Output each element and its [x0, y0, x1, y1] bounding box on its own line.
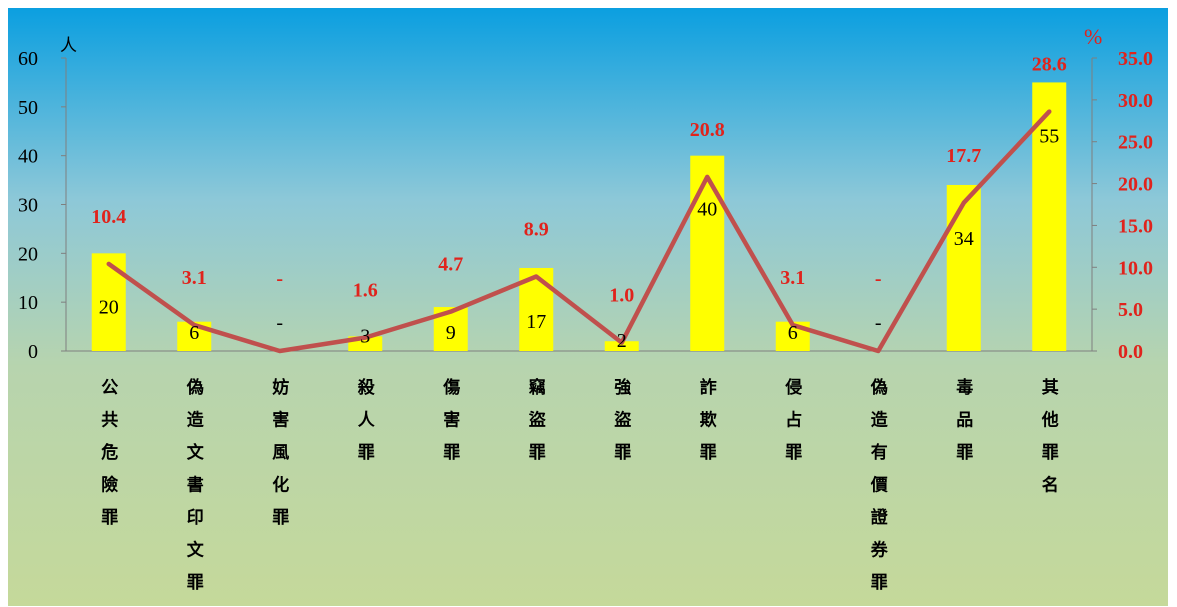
category-label: 罪 [443, 443, 460, 463]
bar-value-label: - [276, 312, 283, 334]
category-label: 險 [101, 475, 118, 496]
category-label: 偽 [186, 377, 204, 398]
bar-value-label: 34 [954, 228, 974, 250]
category-label: 詐 [700, 377, 717, 398]
category-label: 殺 [357, 377, 376, 398]
left-tick-label: 10 [18, 292, 38, 314]
percent-value-label: 8.9 [524, 218, 549, 240]
percent-value-label: 3.1 [780, 267, 805, 289]
bar-value-label: 6 [189, 322, 199, 344]
category-label: 竊 [529, 377, 546, 398]
category-label: 侵 [784, 377, 802, 398]
percent-value-label: 4.7 [438, 254, 463, 276]
percent-value-label: 28.6 [1032, 54, 1067, 76]
left-tick-label: 50 [18, 97, 38, 119]
category-label: 罪 [614, 443, 631, 463]
right-tick-label: 5.0 [1118, 299, 1143, 321]
percent-value-label: 3.1 [182, 267, 207, 289]
percent-value-label: 1.6 [353, 280, 378, 302]
percent-value-label: - [875, 268, 882, 290]
percent-value-label: 17.7 [946, 145, 981, 167]
category-label: 強 [614, 377, 631, 398]
category-label: 文 [187, 540, 205, 561]
category-label: 偽 [870, 377, 888, 398]
bar-value-label: - [875, 312, 882, 334]
category-label: 盜 [614, 410, 632, 431]
category-label: 名 [1042, 475, 1059, 496]
plot-background [8, 8, 1168, 606]
category-label: 罪 [871, 573, 888, 593]
category-label: 罪 [358, 443, 375, 463]
right-tick-label: 30.0 [1118, 90, 1153, 112]
bar-value-label: 17 [526, 311, 546, 333]
category-label: 危 [100, 442, 118, 463]
percent-value-label: - [276, 268, 283, 290]
bar [1032, 82, 1067, 352]
category-label: 印 [187, 508, 204, 528]
left-tick-label: 40 [18, 146, 38, 168]
bar-value-label: 20 [99, 296, 119, 318]
category-label: 欺 [700, 410, 717, 431]
bar [946, 184, 981, 351]
category-label: 罪 [1042, 443, 1059, 463]
right-tick-label: 15.0 [1118, 215, 1153, 237]
right-tick-label: 0.0 [1118, 341, 1143, 363]
category-label: 風 [272, 443, 289, 463]
bar-value-label: 6 [788, 322, 798, 344]
percent-value-label: 20.8 [690, 119, 725, 141]
category-label: 品 [956, 411, 973, 431]
category-label: 罪 [529, 443, 546, 463]
category-label: 公 [101, 378, 118, 398]
category-label: 害 [443, 410, 460, 431]
category-label: 人 [358, 411, 376, 431]
category-label: 價 [870, 475, 889, 496]
bar-value-label: 55 [1039, 125, 1059, 147]
percent-line [106, 109, 1052, 354]
bar-value-label: 3 [360, 325, 370, 347]
bar-value-label: 9 [446, 322, 456, 344]
category-label: 毒 [956, 378, 973, 398]
category-label: 化 [272, 475, 289, 496]
right-tick-label: 35.0 [1118, 48, 1153, 70]
right-tick-label: 25.0 [1118, 132, 1153, 154]
category-label: 文 [187, 442, 205, 463]
percent-value-label: 1.0 [609, 285, 634, 307]
category-label: 證 [871, 507, 889, 528]
category-label: 造 [871, 411, 889, 431]
category-label: 盜 [529, 410, 547, 431]
category-label: 妨 [271, 377, 289, 398]
category-label: 罪 [700, 443, 717, 463]
category-label: 害 [272, 410, 289, 431]
left-tick-label: 20 [18, 243, 38, 265]
bar [604, 341, 639, 351]
right-axis-unit: % [1084, 24, 1102, 49]
category-label: 券 [870, 540, 889, 561]
category-label: 他 [1041, 410, 1059, 431]
right-tick-label: 20.0 [1118, 174, 1153, 196]
bar-value-label: 2 [617, 330, 627, 352]
category-label: 罪 [187, 573, 204, 593]
category-label: 造 [187, 411, 205, 431]
category-label: 占 [785, 410, 802, 431]
left-axis-unit: 人 [60, 36, 77, 56]
category-label: 罪 [785, 443, 802, 463]
left-tick-label: 30 [18, 195, 38, 217]
category-label: 共 [101, 411, 118, 431]
category-label: 罪 [272, 508, 289, 528]
category-label: 罪 [956, 443, 973, 463]
right-tick-label: 10.0 [1118, 257, 1153, 279]
left-tick-label: 0 [28, 341, 38, 363]
category-label: 其 [1042, 377, 1059, 398]
percent-value-label: 10.4 [91, 206, 126, 228]
bar [690, 155, 725, 351]
left-tick-label: 60 [18, 48, 38, 70]
category-label: 有 [871, 442, 888, 463]
category-label: 罪 [101, 508, 118, 528]
category-label: 書 [187, 475, 204, 496]
bar-value-label: 40 [697, 199, 717, 221]
category-label: 傷 [442, 377, 460, 398]
